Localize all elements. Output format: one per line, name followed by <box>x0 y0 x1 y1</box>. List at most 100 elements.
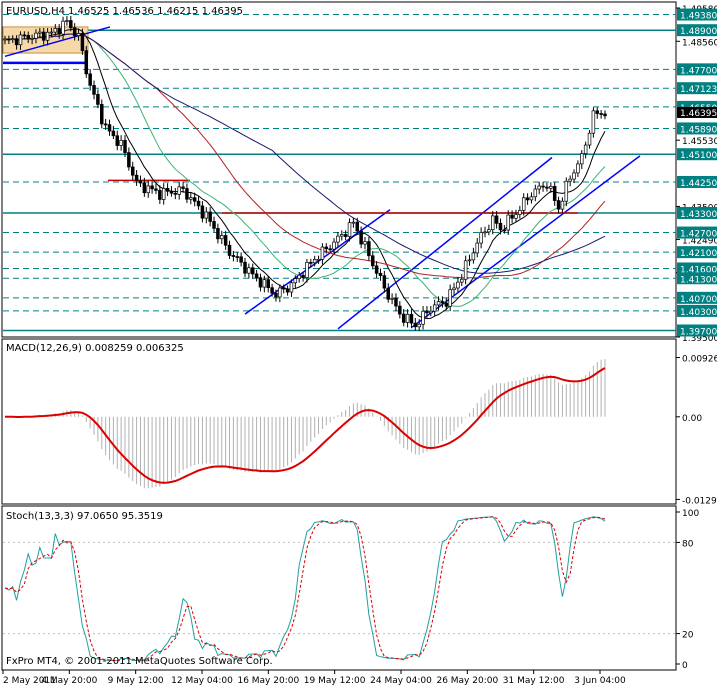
candle-body <box>355 221 360 232</box>
current-price-label: 1.46395 <box>680 109 717 119</box>
macd-panel[interactable] <box>1 338 677 505</box>
candle-body <box>173 192 178 195</box>
candle-body <box>53 28 58 33</box>
candle-body <box>363 241 367 245</box>
level-tag <box>677 272 717 285</box>
candle-body <box>576 163 580 174</box>
candle-body <box>100 104 104 125</box>
candle-body <box>161 188 166 200</box>
candle-body <box>177 186 181 195</box>
candle-body <box>26 34 30 40</box>
candle-body <box>413 322 418 328</box>
candle-body <box>14 38 19 46</box>
candle-body <box>212 221 216 229</box>
level-tag <box>677 324 717 337</box>
candle-body <box>425 310 429 314</box>
candle-body <box>564 180 569 202</box>
candle-body <box>115 135 120 146</box>
candle-body <box>119 139 123 146</box>
candle-body <box>432 304 437 312</box>
candle-body <box>266 279 270 289</box>
candle-body <box>196 200 201 207</box>
candle-body <box>580 153 584 165</box>
candle-body <box>181 186 185 189</box>
stoch-panel[interactable] <box>1 505 677 671</box>
candle-body <box>305 262 309 278</box>
candle-body <box>80 33 85 52</box>
candle-body <box>521 197 526 211</box>
time-tick-label: 12 May 04:00 <box>171 676 233 686</box>
candle-body <box>328 248 332 251</box>
moving-average-line <box>4 33 606 307</box>
candle-body <box>552 185 557 201</box>
candle-body <box>351 221 356 224</box>
candle-body <box>250 267 255 275</box>
level-tag-label: 1.41600 <box>680 265 717 275</box>
stoch-tick-label: 20 <box>682 631 694 641</box>
candle-body <box>258 277 263 288</box>
candle-body <box>386 287 390 300</box>
candle-body <box>487 229 491 233</box>
level-tag <box>677 175 717 188</box>
candle-body <box>529 196 534 201</box>
symbol-label: EURUSD,H4 <box>6 6 65 17</box>
candle-body <box>30 37 34 40</box>
candle-body <box>107 124 112 132</box>
candle-body <box>514 214 518 219</box>
level-tag-label: 1.49380 <box>680 12 717 22</box>
level-tag <box>677 24 717 37</box>
candle-body <box>41 31 46 41</box>
candle-body <box>134 174 139 182</box>
price-panel[interactable] <box>1 1 677 338</box>
candle-body <box>518 210 522 215</box>
candle-body <box>382 275 387 289</box>
candle-body <box>130 166 135 176</box>
candle-body <box>146 185 150 194</box>
candle-body <box>336 235 340 243</box>
candle-body <box>111 130 116 137</box>
candle-body <box>320 246 325 260</box>
candle-body <box>235 256 240 258</box>
candle-body <box>343 234 348 237</box>
candle-body <box>541 185 545 188</box>
candle-body <box>301 274 305 278</box>
candle-body <box>340 234 344 237</box>
candle-body <box>394 297 398 307</box>
candle-body <box>378 272 383 276</box>
candle-body <box>444 302 449 307</box>
candle-body <box>409 313 414 324</box>
candle-body <box>158 190 162 200</box>
candle-body <box>57 28 61 35</box>
candle-body <box>456 281 460 289</box>
candle-body <box>545 186 549 189</box>
candle-body <box>463 260 468 280</box>
candle-body <box>475 242 480 254</box>
level-tag-label: 1.45890 <box>680 125 717 135</box>
trend-line <box>4 26 111 58</box>
candle-body <box>231 255 236 257</box>
level-tag <box>677 63 717 76</box>
candle-body <box>192 197 197 202</box>
level-tag-label: 1.45100 <box>680 151 717 161</box>
channel-upper <box>337 156 553 330</box>
candle-body <box>440 301 445 304</box>
moving-average-line <box>4 33 606 274</box>
level-tag-label: 1.44250 <box>680 179 717 189</box>
level-tag <box>677 206 717 219</box>
macd-tick-label: 0.00926 <box>682 355 717 365</box>
stoch-label: Stoch(13,3,3) 97.0650 95.3519 <box>6 511 163 522</box>
level-tag-label: 1.42700 <box>680 230 717 240</box>
level-tag-label: 1.47123 <box>680 85 717 95</box>
candle-body <box>417 323 421 328</box>
candle-body <box>429 310 433 314</box>
candlesticks <box>3 16 607 332</box>
candle-body <box>483 231 487 234</box>
candle-body <box>398 305 402 315</box>
candle-body <box>467 259 472 262</box>
level-tag-label: 1.48900 <box>680 27 717 37</box>
candle-body <box>22 34 27 37</box>
